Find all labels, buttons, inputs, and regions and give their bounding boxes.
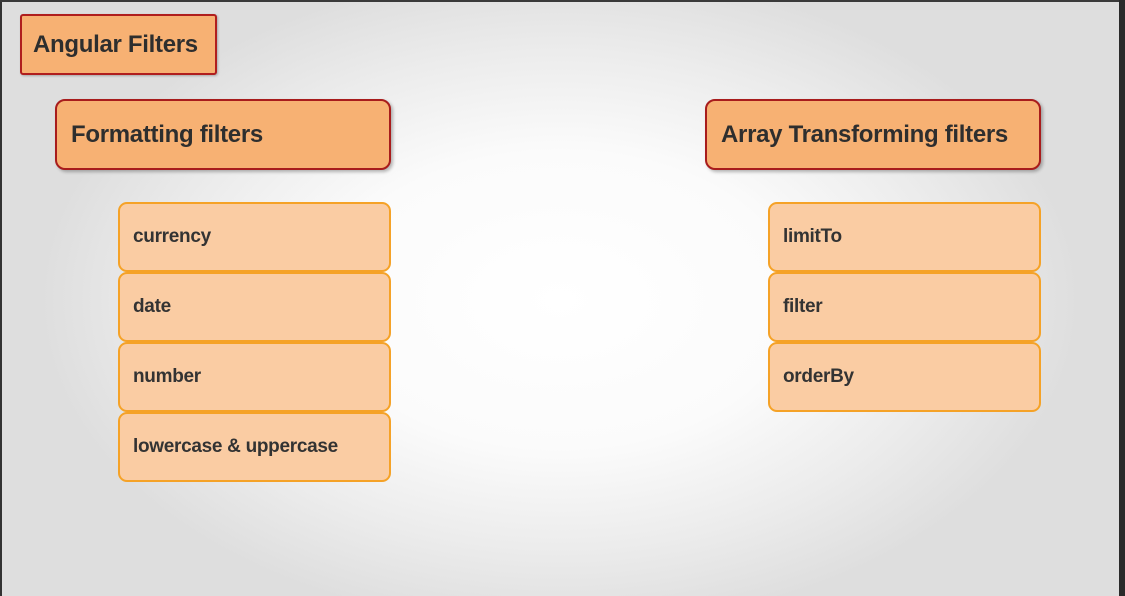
filter-item-currency: currency bbox=[118, 202, 391, 272]
filter-item-lowercase-uppercase: lowercase & uppercase bbox=[118, 412, 391, 482]
filter-item-number: number bbox=[118, 342, 391, 412]
filter-item-orderby: orderBy bbox=[768, 342, 1041, 412]
frame-top-edge bbox=[0, 0, 1125, 2]
frame-left-edge bbox=[0, 0, 2, 596]
array-transforming-filters-header: Array Transforming filters bbox=[705, 99, 1041, 170]
array-transforming-filters-list: limitTo filter orderBy bbox=[768, 202, 1041, 412]
frame-right-edge bbox=[1119, 0, 1125, 596]
filter-item-limitto: limitTo bbox=[768, 202, 1041, 272]
filter-item-filter: filter bbox=[768, 272, 1041, 342]
page-title: Angular Filters bbox=[20, 14, 217, 75]
formatting-filters-header: Formatting filters bbox=[55, 99, 391, 170]
filter-item-date: date bbox=[118, 272, 391, 342]
formatting-filters-list: currency date number lowercase & upperca… bbox=[118, 202, 391, 482]
